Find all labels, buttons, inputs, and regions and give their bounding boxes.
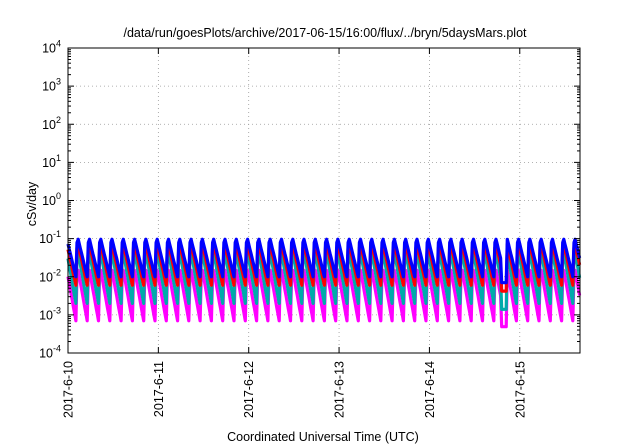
x-axis-label: Coordinated Universal Time (UTC) [227, 430, 419, 444]
x-tick-label: 2017-6-10 [62, 361, 76, 418]
x-tick-label: 2017-6-12 [242, 361, 256, 418]
series-line [66, 237, 582, 285]
y-tick-label: 10-4 [39, 344, 61, 361]
y-tick-label: 101 [42, 153, 61, 170]
x-axis: 2017-6-10 2017-6-11 2017-6-12 2017-6-13 2017… [62, 48, 527, 418]
series-group [66, 237, 582, 329]
y-tick-label: 10-2 [39, 267, 61, 284]
y-axis-label: cSv/day [25, 181, 39, 226]
x-tick-label: 2017-6-14 [423, 361, 437, 418]
x-tick-label: 2017-6-13 [333, 361, 347, 418]
chart-title: /data/run/goesPlots/archive/2017-06-15/1… [123, 26, 527, 40]
y-tick-label: 10-3 [39, 305, 61, 322]
y-tick-label: 10-1 [39, 229, 61, 246]
y-tick-label: 104 [42, 39, 61, 56]
y-tick-label: 103 [42, 77, 61, 94]
y-tick-label: 102 [42, 115, 61, 132]
x-tick-label: 2017-6-15 [513, 361, 527, 418]
y-tick-label: 100 [42, 191, 61, 208]
x-tick-label: 2017-6-11 [152, 361, 166, 417]
y-axis: 10-4 10-3 10-2 10-1 100 101 102 103 104 [39, 39, 580, 361]
